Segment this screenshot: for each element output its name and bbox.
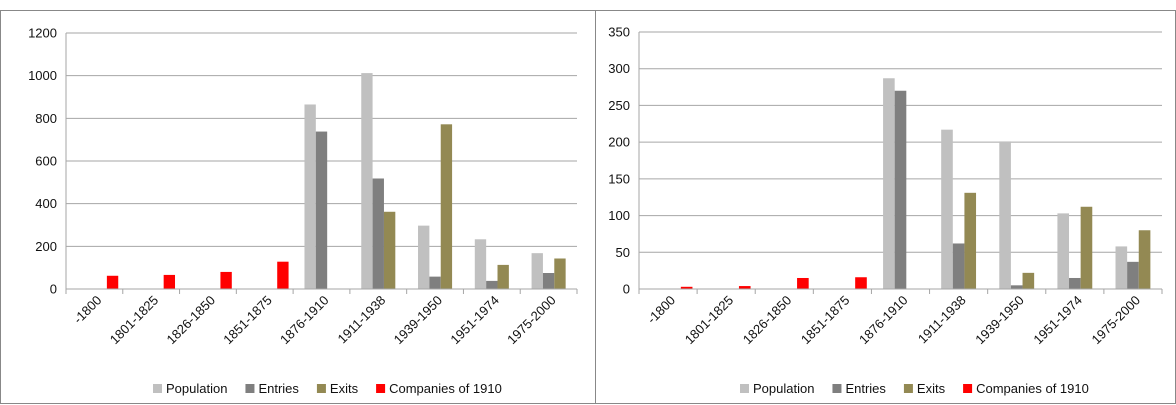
x-tick-label: 1951-1974 xyxy=(1030,293,1085,348)
legend-label: Population xyxy=(166,381,227,396)
y-tick-label: 250 xyxy=(608,98,630,113)
x-tick-label: 1939-1950 xyxy=(972,293,1027,348)
y-axis: 0 50 100 150 200 250 300 350 xyxy=(608,25,630,297)
legend-label: Exits xyxy=(917,381,946,396)
bar-companies-of-1910-1826-1850 xyxy=(797,277,809,289)
y-tick-label: 50 xyxy=(616,245,630,260)
bar-companies-of-1910-1826-1850 xyxy=(220,271,232,289)
x-tick-label: 1826-1850 xyxy=(740,293,795,348)
bar-companies-of-1910-1851-1875 xyxy=(855,277,867,289)
bar-exits-1911-1938 xyxy=(964,192,977,289)
y-tick-label: 200 xyxy=(35,239,57,254)
y-tick-label: 350 xyxy=(608,25,630,40)
left-chart-panel: 0 200 400 600 800 1000 1200 -1800 1801-1825 1826-… xyxy=(0,10,596,404)
bars xyxy=(680,78,1151,289)
bar-entries-1951-1974 xyxy=(486,280,498,289)
bar-entries-1876-1910 xyxy=(894,90,907,289)
x-tick-label: 1851-1875 xyxy=(220,293,275,348)
bar-entries-1939-1950 xyxy=(429,276,441,289)
y-tick-label: 0 xyxy=(623,282,630,297)
bar-entries-1975-2000 xyxy=(1127,261,1139,289)
bar-population-1975-2000 xyxy=(531,253,543,289)
x-axis: -1800 1801-1825 1826-1850 1851-1875 1876-191… xyxy=(65,289,578,348)
bar-companies-of-1910-1801-1825 xyxy=(738,286,751,289)
bar-companies-of-1910-1800 xyxy=(106,275,119,289)
bar-population-1876-1910 xyxy=(883,78,895,289)
legend-swatch xyxy=(963,384,973,393)
legend-label: Entries xyxy=(258,381,299,396)
bars xyxy=(106,73,566,290)
bar-population-1951-1974 xyxy=(474,239,487,289)
x-tick-label: -1800 xyxy=(644,293,678,327)
bar-population-1975-2000 xyxy=(1115,246,1128,289)
bar-population-1951-1974 xyxy=(1057,213,1070,289)
legend: Population Entries Exits Companies of 1910 xyxy=(153,381,502,396)
bar-population-1876-1910 xyxy=(304,104,316,289)
legend-label: Exits xyxy=(330,381,359,396)
bar-exits-1939-1950 xyxy=(440,124,453,289)
y-tick-label: 200 xyxy=(608,135,630,150)
legend-label: Population xyxy=(753,381,814,396)
bar-exits-1911-1938 xyxy=(383,211,396,289)
bar-companies-of-1910-1851-1875 xyxy=(277,261,289,289)
legend-swatch xyxy=(903,384,913,393)
y-tick-label: 300 xyxy=(608,61,630,76)
x-tick-label: 1801-1825 xyxy=(682,293,737,348)
bar-exits-1975-2000 xyxy=(1138,230,1151,289)
x-tick-label: 1911-1938 xyxy=(335,293,389,347)
legend-swatch xyxy=(376,384,386,393)
bar-entries-1951-1974 xyxy=(1069,277,1081,289)
x-tick-label: 1851-1875 xyxy=(798,293,853,348)
bar-entries-1911-1938 xyxy=(372,178,384,289)
bar-exits-1951-1974 xyxy=(1080,206,1093,289)
legend-swatch xyxy=(316,384,326,393)
legend-swatch xyxy=(832,384,842,393)
y-tick-label: 1000 xyxy=(28,68,57,83)
y-tick-label: 800 xyxy=(35,111,57,126)
y-tick-label: 1200 xyxy=(28,26,57,41)
bar-population-1939-1950 xyxy=(999,141,1011,289)
x-tick-label: 1876-1910 xyxy=(277,293,332,348)
bar-entries-1876-1910 xyxy=(315,131,328,289)
x-tick-label: 1951-1974 xyxy=(447,293,502,348)
legend-label: Entries xyxy=(845,381,886,396)
y-axis: 0 200 400 600 800 1000 1200 xyxy=(28,26,57,297)
x-tick-label: -1800 xyxy=(70,293,104,327)
y-tick-label: 100 xyxy=(608,208,630,223)
bar-population-1911-1938 xyxy=(361,73,373,290)
bar-entries-1939-1950 xyxy=(1010,285,1023,289)
legend-label: Companies of 1910 xyxy=(389,381,502,396)
y-tick-label: 600 xyxy=(35,154,57,169)
legend: Population Entries Exits Companies of 1910 xyxy=(740,381,1089,396)
x-tick-label: 1826-1850 xyxy=(163,293,218,348)
x-axis: -1800 1801-1825 1826-1850 1851-1875 1876-191… xyxy=(638,289,1163,348)
bar-companies-of-1910-1800 xyxy=(680,286,693,289)
legend-swatch xyxy=(153,384,162,393)
bar-entries-1975-2000 xyxy=(542,273,555,289)
right-bar-chart: 0 50 100 150 200 250 300 350 -1800 1801-1825 1826-… xyxy=(608,25,1163,396)
right-chart-panel: 0 50 100 150 200 250 300 350 -1800 1801-1825 1826-… xyxy=(595,10,1176,404)
y-tick-label: 0 xyxy=(50,282,57,297)
x-tick-label: 1975-2000 xyxy=(504,293,559,348)
legend-swatch xyxy=(245,384,255,393)
left-bar-chart: 0 200 400 600 800 1000 1200 -1800 1801-1825 1826-… xyxy=(28,26,578,396)
x-tick-label: 1975-2000 xyxy=(1088,293,1143,348)
bar-population-1939-1950 xyxy=(418,225,430,289)
x-tick-label: 1911-1938 xyxy=(915,293,969,347)
bar-population-1911-1938 xyxy=(941,129,953,289)
bar-exits-1939-1950 xyxy=(1022,272,1035,289)
y-tick-label: 400 xyxy=(35,196,57,211)
legend-label: Companies of 1910 xyxy=(976,381,1089,396)
bar-companies-of-1910-1801-1825 xyxy=(163,274,176,289)
x-tick-label: 1939-1950 xyxy=(391,293,446,348)
y-tick-label: 150 xyxy=(608,171,630,186)
bar-entries-1911-1938 xyxy=(952,243,965,289)
bar-exits-1951-1974 xyxy=(497,264,509,289)
legend-swatch xyxy=(740,384,749,393)
bar-exits-1975-2000 xyxy=(554,258,566,289)
x-tick-label: 1801-1825 xyxy=(107,293,162,348)
x-tick-label: 1876-1910 xyxy=(856,293,911,348)
